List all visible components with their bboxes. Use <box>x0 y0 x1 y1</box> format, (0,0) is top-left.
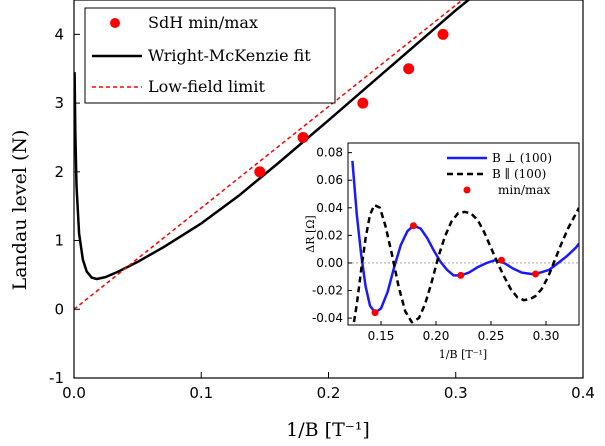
inset-ylabel: ΔR [Ω] <box>304 215 317 252</box>
inset-marker-2 <box>457 271 465 279</box>
inset-ytick-label-5: -0.02 <box>312 284 343 298</box>
main-xtick-label-4: 0.4 <box>571 384 595 402</box>
inset-marker-4 <box>532 270 540 278</box>
inset-xtick-label-1: 0.20 <box>423 329 450 343</box>
inset-xtick-label-3: 0.30 <box>533 329 560 343</box>
inset-ytick-label-6: -0.04 <box>312 311 343 325</box>
main-ytick-label-1: 0 <box>54 300 64 318</box>
main-xlabel: 1/B [T⁻¹] <box>286 419 370 441</box>
main-marker-3 <box>403 63 415 75</box>
main-ytick-label-0: -1 <box>49 369 64 387</box>
inset-legend-label-perp: B ⊥ (100) <box>492 151 552 165</box>
inset-series-1-line <box>352 203 579 325</box>
inset-legend-label-minmax: min/max <box>498 183 551 197</box>
inset-marker-1 <box>409 222 417 230</box>
inset-legend-marker <box>463 186 471 194</box>
main-xtick-label-0: 0.0 <box>62 384 86 402</box>
inset-ytick-label-1: 0.06 <box>316 173 343 187</box>
main-ytick-label-5: 4 <box>54 25 64 43</box>
main-plot-lines <box>74 0 471 310</box>
inset-legend-label-par: B ∥ (100) <box>492 167 546 181</box>
legend-label-lowfield: Low-field limit <box>148 77 265 96</box>
inset-xlabel: 1/B [T⁻¹] <box>439 348 487 361</box>
main-plot-markers <box>254 28 449 178</box>
legend-label-sdh: SdH min/max <box>148 13 258 32</box>
inset-plot-markers <box>371 222 540 317</box>
main-marker-2 <box>357 97 369 109</box>
inset-xtick-label-2: 0.25 <box>478 329 505 343</box>
main-marker-1 <box>297 131 309 143</box>
main-axes-ticks: 0.0 0.1 0.2 0.3 0.4 -1 0 1 2 3 4 <box>49 25 595 402</box>
inset-plot-frame <box>347 142 580 326</box>
inset-axes-ticks: 0.15 0.20 0.25 0.30 0.08 0.06 0.04 0.02 0.00 -0.0… <box>312 146 559 343</box>
main-ytick-label-4: 3 <box>54 94 64 112</box>
legend-marker-sdh <box>110 18 120 28</box>
inset-marker-0 <box>371 309 379 317</box>
main-ytick-label-2: 1 <box>54 232 64 250</box>
inset-legend: B ⊥ (100) B ∥ (100) min/max <box>447 151 552 197</box>
main-marker-0 <box>254 166 266 178</box>
inset-ytick-label-0: 0.08 <box>316 146 343 160</box>
main-marker-4 <box>437 28 449 40</box>
main-legend: SdH min/max Wright-McKenzie fit Low-fiel… <box>84 7 336 104</box>
main-legend-box <box>84 7 336 104</box>
inset-ytick-label-2: 0.04 <box>316 201 343 215</box>
main-xtick-label-3: 0.3 <box>444 384 468 402</box>
inset-marker-3 <box>497 256 505 264</box>
main-ylabel: Landau level (N) <box>9 130 31 291</box>
main-ytick-label-3: 2 <box>54 163 64 181</box>
legend-label-fit: Wright-McKenzie fit <box>148 46 311 65</box>
inset-xtick-label-0: 0.15 <box>368 329 395 343</box>
main-xtick-label-1: 0.1 <box>189 384 213 402</box>
inset-ytick-label-4: 0.00 <box>316 256 343 270</box>
main-xtick-label-2: 0.2 <box>317 384 341 402</box>
main-series-2-line <box>74 0 464 310</box>
inset-ytick-label-3: 0.02 <box>316 228 343 242</box>
main-series-1-line <box>74 0 471 281</box>
